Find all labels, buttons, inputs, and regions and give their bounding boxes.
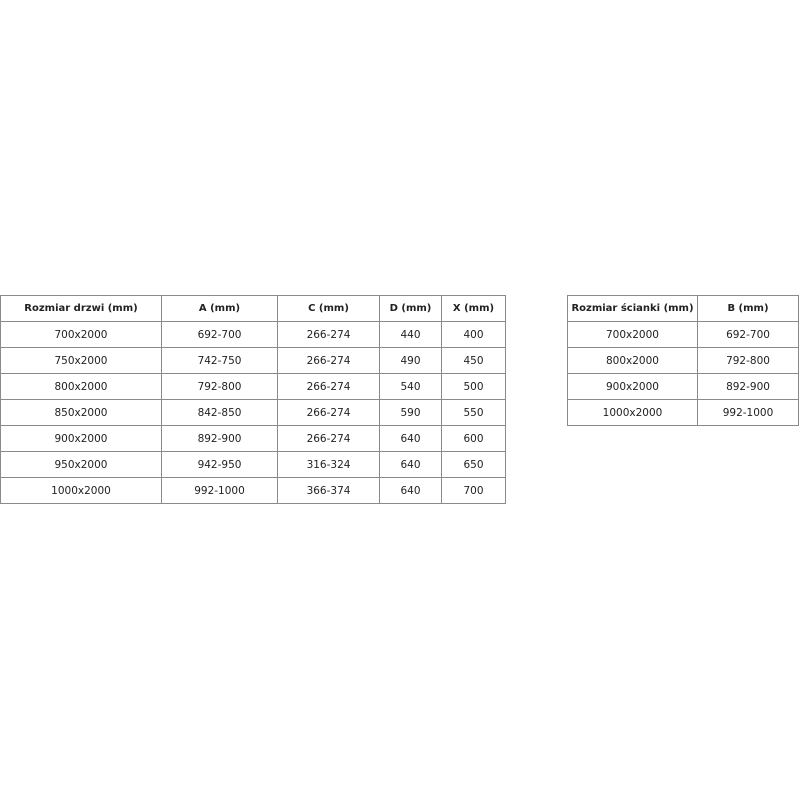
table-cell: 316-324 <box>277 451 380 478</box>
table-cell: 490 <box>379 347 442 374</box>
table-header-row: Rozmiar drzwi (mm) A (mm) C (mm) D (mm) X (m… <box>0 295 506 322</box>
table-cell: 450 <box>441 347 506 374</box>
table-cell: 792-800 <box>697 347 799 374</box>
table-cell: 942-950 <box>161 451 278 478</box>
table-cell: 1000x2000 <box>0 477 162 504</box>
table-cell: 800x2000 <box>567 347 698 374</box>
column-header: X (mm) <box>441 295 506 322</box>
table-header-row: Rozmiar ścianki (mm) B (mm) <box>567 295 799 322</box>
table-cell: 900x2000 <box>567 373 698 400</box>
table-cell: 590 <box>379 399 442 426</box>
table-cell: 992-1000 <box>697 399 799 426</box>
table-cell: 640 <box>379 425 442 452</box>
table-cell: 550 <box>441 399 506 426</box>
table-cell: 540 <box>379 373 442 400</box>
table-cell: 742-750 <box>161 347 278 374</box>
table-cell: 440 <box>379 321 442 348</box>
table-cell: 700 <box>441 477 506 504</box>
table-cell: 266-274 <box>277 373 380 400</box>
door-size-table: Rozmiar drzwi (mm) A (mm) C (mm) D (mm) X (m… <box>0 295 506 504</box>
table-cell: 950x2000 <box>0 451 162 478</box>
table-row: 800x2000 792-800 <box>567 347 799 374</box>
table-row: 850x2000 842-850 266-274 590 550 <box>0 399 506 426</box>
table-cell: 650 <box>441 451 506 478</box>
table-cell: 640 <box>379 477 442 504</box>
table-cell: 500 <box>441 373 506 400</box>
table-cell: 842-850 <box>161 399 278 426</box>
table-cell: 266-274 <box>277 425 380 452</box>
table-cell: 900x2000 <box>0 425 162 452</box>
table-cell: 640 <box>379 451 442 478</box>
table-row: 700x2000 692-700 <box>567 321 799 348</box>
table-cell: 692-700 <box>697 321 799 348</box>
table-cell: 892-900 <box>161 425 278 452</box>
table-row: 750x2000 742-750 266-274 490 450 <box>0 347 506 374</box>
column-header: D (mm) <box>379 295 442 322</box>
table-cell: 700x2000 <box>0 321 162 348</box>
table-row: 900x2000 892-900 266-274 640 600 <box>0 425 506 452</box>
table-row: 900x2000 892-900 <box>567 373 799 400</box>
table-cell: 266-274 <box>277 347 380 374</box>
column-header: Rozmiar drzwi (mm) <box>0 295 162 322</box>
table-row: 800x2000 792-800 266-274 540 500 <box>0 373 506 400</box>
table-cell: 692-700 <box>161 321 278 348</box>
table-cell: 800x2000 <box>0 373 162 400</box>
column-header: B (mm) <box>697 295 799 322</box>
table-row: 950x2000 942-950 316-324 640 650 <box>0 451 506 478</box>
table-row: 1000x2000 992-1000 <box>567 399 799 426</box>
table-cell: 266-274 <box>277 321 380 348</box>
table-row: 700x2000 692-700 266-274 440 400 <box>0 321 506 348</box>
column-header: Rozmiar ścianki (mm) <box>567 295 698 322</box>
table-cell: 750x2000 <box>0 347 162 374</box>
table-cell: 700x2000 <box>567 321 698 348</box>
table-row: 1000x2000 992-1000 366-374 640 700 <box>0 477 506 504</box>
table-cell: 400 <box>441 321 506 348</box>
wall-size-table: Rozmiar ścianki (mm) B (mm) 700x2000 692-7… <box>567 295 799 426</box>
table-cell: 266-274 <box>277 399 380 426</box>
table-cell: 892-900 <box>697 373 799 400</box>
column-header: A (mm) <box>161 295 278 322</box>
table-cell: 366-374 <box>277 477 380 504</box>
table-cell: 992-1000 <box>161 477 278 504</box>
table-cell: 850x2000 <box>0 399 162 426</box>
column-header: C (mm) <box>277 295 380 322</box>
table-cell: 792-800 <box>161 373 278 400</box>
table-cell: 1000x2000 <box>567 399 698 426</box>
table-cell: 600 <box>441 425 506 452</box>
